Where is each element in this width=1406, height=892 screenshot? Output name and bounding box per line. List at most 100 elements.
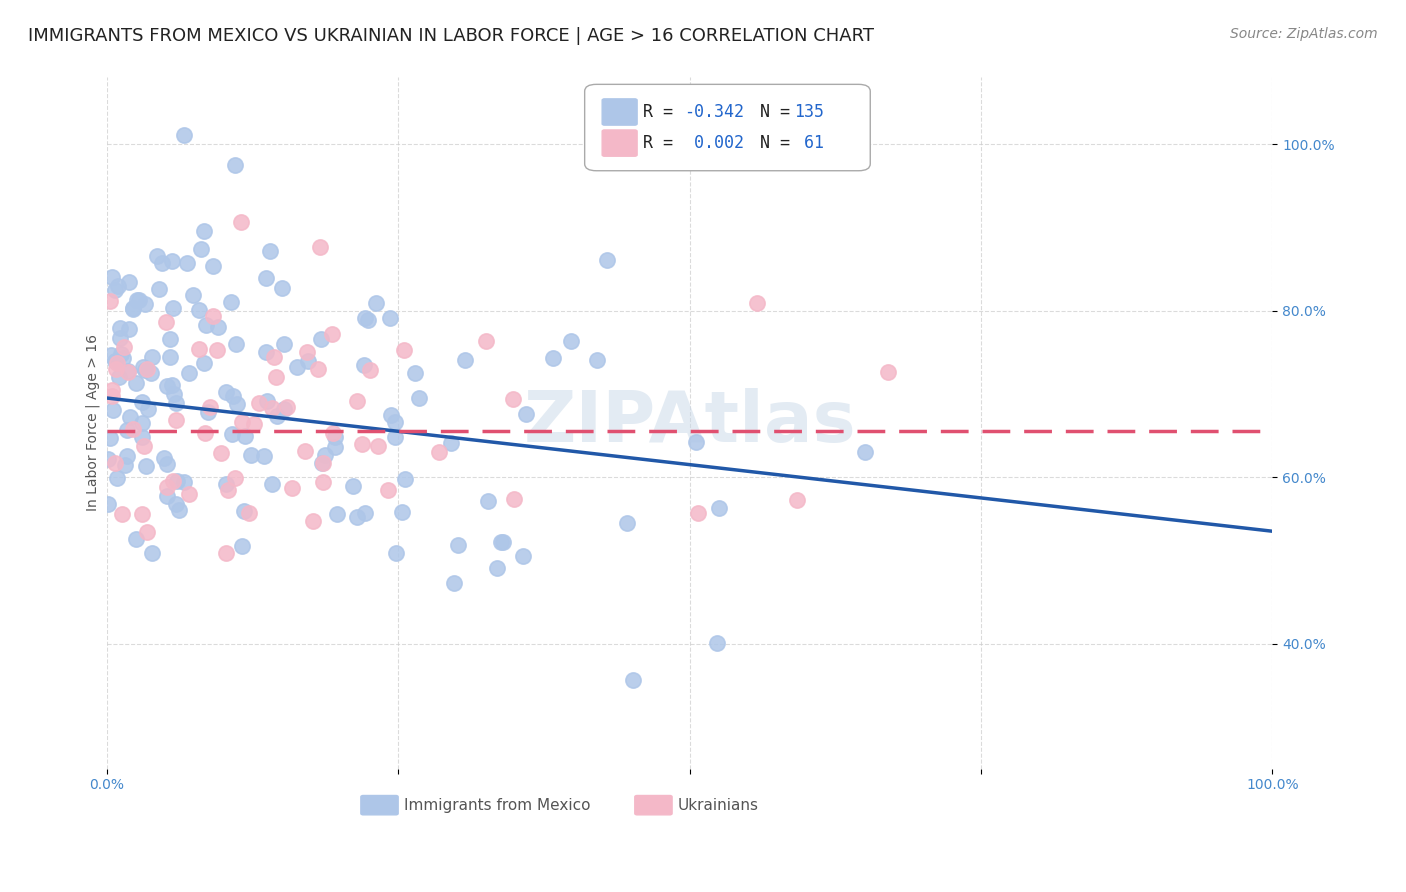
Point <box>108 320 131 334</box>
Point <box>394 472 416 486</box>
Text: Source: ZipAtlas.com: Source: ZipAtlas.com <box>1230 27 1378 41</box>
Point <box>156 457 179 471</box>
Point <box>273 401 295 416</box>
Point <box>163 386 186 401</box>
Point <box>190 242 212 256</box>
Point <box>239 448 262 462</box>
Point <box>141 350 163 364</box>
Point <box>391 505 413 519</box>
Point <box>231 215 253 229</box>
Point <box>443 575 465 590</box>
Point <box>280 481 302 495</box>
Point <box>311 456 333 470</box>
Point <box>685 435 707 450</box>
Point <box>177 366 200 380</box>
Point <box>101 403 124 417</box>
Text: 135: 135 <box>794 103 824 121</box>
Point <box>97 497 120 511</box>
Point <box>247 396 270 410</box>
Point <box>176 255 198 269</box>
Point <box>111 507 134 521</box>
Point <box>100 431 122 445</box>
FancyBboxPatch shape <box>361 796 398 815</box>
Point <box>311 333 333 347</box>
Point <box>132 359 155 374</box>
Point <box>384 546 406 560</box>
Point <box>135 361 157 376</box>
Point <box>115 449 138 463</box>
Point <box>155 379 177 393</box>
Point <box>404 367 426 381</box>
Point <box>105 361 128 376</box>
Point <box>156 489 179 503</box>
Point <box>159 350 181 364</box>
Point <box>205 343 228 358</box>
Point <box>222 388 245 402</box>
Point <box>408 392 430 406</box>
Text: -0.342: -0.342 <box>683 103 744 121</box>
Point <box>312 475 335 489</box>
Point <box>150 256 173 270</box>
Point <box>503 491 526 506</box>
Point <box>322 426 344 441</box>
Point <box>311 456 333 470</box>
Text: R =: R = <box>643 134 683 153</box>
Point <box>492 534 515 549</box>
Point <box>621 673 644 687</box>
Point <box>141 546 163 560</box>
Point <box>242 417 264 431</box>
Point <box>162 301 184 315</box>
Point <box>297 345 319 359</box>
Point <box>114 458 136 472</box>
Point <box>131 430 153 444</box>
Point <box>485 561 508 575</box>
Point <box>117 364 139 378</box>
Point <box>139 366 162 380</box>
Point <box>131 395 153 409</box>
Point <box>515 407 537 421</box>
Point <box>118 275 141 289</box>
Point <box>262 477 284 491</box>
Point <box>325 430 347 444</box>
Point <box>686 506 709 520</box>
Point <box>188 342 211 356</box>
Point <box>314 448 336 462</box>
Point <box>135 524 157 539</box>
Point <box>194 318 217 332</box>
Point <box>502 392 524 406</box>
Point <box>346 393 368 408</box>
Point <box>262 401 284 416</box>
Point <box>477 493 499 508</box>
Point <box>112 340 135 354</box>
Point <box>135 459 157 474</box>
Point <box>100 348 122 362</box>
Point <box>173 128 195 143</box>
Point <box>131 508 153 522</box>
Point <box>224 158 246 172</box>
Point <box>105 471 128 485</box>
Point <box>321 326 343 341</box>
Point <box>167 503 190 517</box>
Point <box>384 416 406 430</box>
Point <box>447 538 470 552</box>
Point <box>217 483 239 498</box>
Point <box>97 452 120 467</box>
Point <box>160 378 183 392</box>
Point <box>297 354 319 368</box>
Point <box>454 353 477 368</box>
Point <box>259 244 281 258</box>
Point <box>350 437 373 451</box>
Point <box>353 310 375 325</box>
Point <box>560 334 582 349</box>
Point <box>377 483 399 498</box>
Point <box>202 309 225 323</box>
Point <box>253 449 276 463</box>
FancyBboxPatch shape <box>585 85 870 170</box>
Point <box>353 358 375 372</box>
Point <box>276 400 298 414</box>
Point <box>118 409 141 424</box>
Point <box>159 332 181 346</box>
Point <box>231 415 253 429</box>
Point <box>105 356 128 370</box>
Point <box>384 430 406 444</box>
